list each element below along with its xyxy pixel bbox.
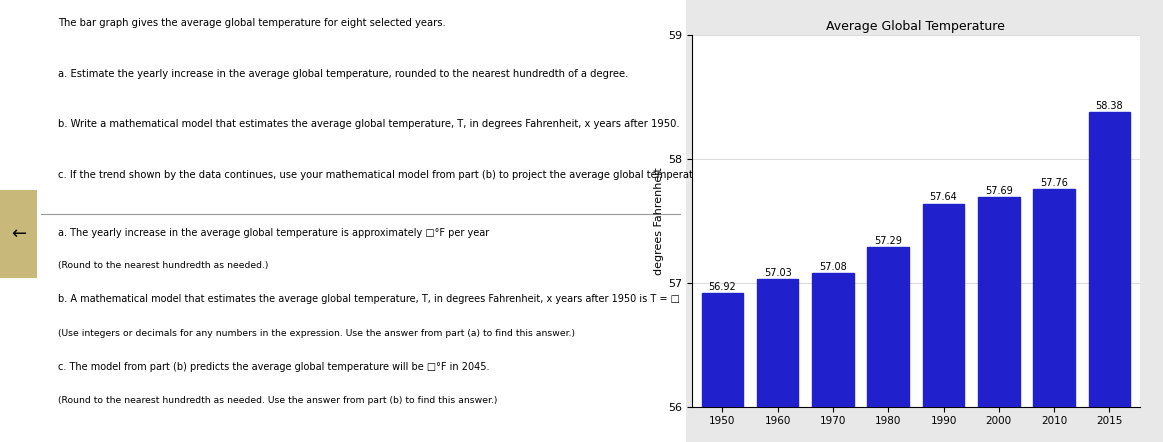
Text: 57.08: 57.08	[819, 262, 847, 272]
Bar	[701, 293, 743, 407]
Text: 57.64: 57.64	[929, 192, 957, 202]
Text: 57.76: 57.76	[1040, 178, 1068, 187]
Text: 57.29: 57.29	[875, 236, 902, 246]
Bar	[1089, 112, 1130, 407]
Y-axis label: degrees Fahrenheit: degrees Fahrenheit	[654, 167, 664, 275]
Bar	[1034, 189, 1075, 407]
Bar	[812, 273, 854, 407]
Title: Average Global Temperature: Average Global Temperature	[827, 20, 1005, 33]
FancyBboxPatch shape	[0, 0, 686, 442]
Bar	[922, 204, 964, 407]
Text: b. Write a mathematical model that estimates the average global temperature, T, : b. Write a mathematical model that estim…	[58, 119, 680, 130]
Text: ←: ←	[10, 225, 27, 243]
Text: b. A mathematical model that estimates the average global temperature, T, in deg: b. A mathematical model that estimates t…	[58, 294, 680, 304]
Bar	[978, 198, 1020, 407]
Text: (Round to the nearest hundredth as needed. Use the answer from part (b) to find : (Round to the nearest hundredth as neede…	[58, 396, 498, 404]
Text: c. The model from part (b) predicts the average global temperature will be □°F i: c. The model from part (b) predicts the …	[58, 362, 490, 373]
Text: 56.92: 56.92	[708, 282, 736, 292]
Text: 57.03: 57.03	[764, 268, 792, 278]
Text: The bar graph gives the average global temperature for eight selected years.: The bar graph gives the average global t…	[58, 18, 445, 28]
Text: (Round to the nearest hundredth as needed.): (Round to the nearest hundredth as neede…	[58, 261, 269, 270]
Text: a. Estimate the yearly increase in the average global temperature, rounded to th: a. Estimate the yearly increase in the a…	[58, 69, 628, 79]
Bar	[868, 247, 909, 407]
Text: a. The yearly increase in the average global temperature is approximately □°F pe: a. The yearly increase in the average gl…	[58, 228, 490, 238]
Text: 57.69: 57.69	[985, 186, 1013, 196]
Text: 58.38: 58.38	[1096, 101, 1123, 111]
Bar	[757, 279, 798, 407]
FancyBboxPatch shape	[0, 190, 37, 278]
Text: (Use integers or decimals for any numbers in the expression. Use the answer from: (Use integers or decimals for any number…	[58, 329, 576, 338]
Text: c. If the trend shown by the data continues, use your mathematical model from pa: c. If the trend shown by the data contin…	[58, 170, 754, 180]
